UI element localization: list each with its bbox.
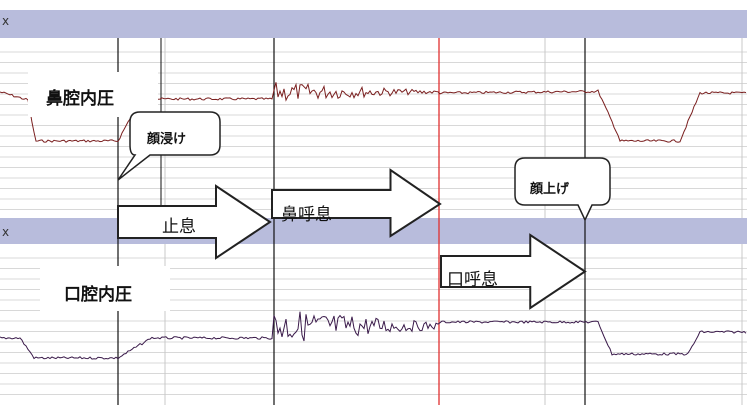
- arrow-breath-hold-text: 止息: [162, 217, 196, 237]
- nasal-pressure-label: 鼻腔内圧: [40, 84, 120, 109]
- arrow-nasal-breath: [271, 168, 442, 238]
- arrow-oral-breath: [440, 233, 587, 310]
- callout-face-in-text: 顔浸け: [147, 132, 187, 147]
- callout-face-up-text: 顔上げ: [530, 182, 570, 197]
- arrow-nasal-breath-text: 鼻呼息: [281, 205, 332, 225]
- channel-marker-top: x: [2, 14, 10, 28]
- oral-pressure-trace: [0, 311, 747, 360]
- channel-marker-bottom: x: [2, 225, 10, 239]
- top-channel-band: [0, 10, 747, 38]
- callout-face-in: [117, 111, 221, 181]
- arrow-oral-breath-text: 口呼息: [447, 270, 498, 290]
- oral-pressure-label: 口腔内圧: [58, 280, 138, 305]
- bottom-channel-band: [0, 218, 747, 244]
- arrow-breath-hold: [117, 184, 272, 260]
- callout-face-up: [514, 157, 611, 222]
- nasal-pressure-trace: [0, 82, 747, 143]
